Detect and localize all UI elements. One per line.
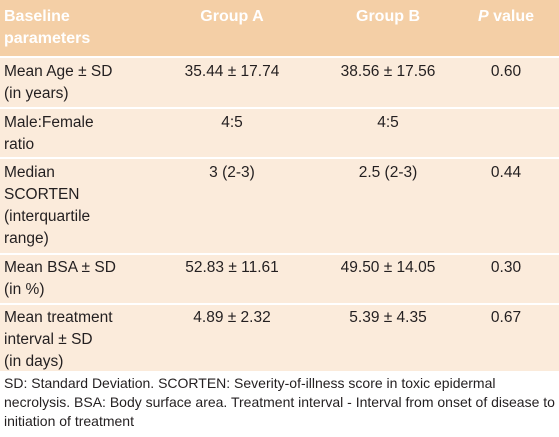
cell-group-b: 49.50 ± 14.05 bbox=[340, 259, 436, 276]
cell-group-a: 4:5 bbox=[221, 114, 243, 131]
cell-parameter: Median SCORTEN (interquartile range) bbox=[4, 164, 91, 247]
table-row: Mean treatment interval ± SD (in days) 4… bbox=[0, 303, 559, 371]
header-p-value: P value bbox=[452, 6, 559, 28]
header-group-a: Group A bbox=[200, 8, 264, 25]
cell-p-value: 0.44 bbox=[490, 164, 522, 181]
table-row: Mean BSA ± SD (in %) 52.83 ± 11.61 49.50… bbox=[0, 253, 559, 303]
cell-parameter: Male:Female ratio bbox=[4, 114, 94, 153]
cell-group-a: 52.83 ± 11.61 bbox=[185, 259, 279, 276]
header-p-italic: P bbox=[477, 8, 489, 25]
cell-group-b: 38.56 ± 17.56 bbox=[340, 63, 436, 80]
cell-p-value: 0.30 bbox=[490, 259, 522, 276]
cell-parameter: Mean BSA ± SD (in %) bbox=[4, 259, 116, 298]
table-row: Male:Female ratio 4:5 4:5 bbox=[0, 107, 559, 157]
header-baseline-parameters: Baseline parameters bbox=[4, 8, 91, 47]
cell-group-b: 2.5 (2-3) bbox=[358, 164, 418, 181]
cell-parameter: Mean treatment interval ± SD (in days) bbox=[4, 309, 113, 370]
cell-p-value: 0.60 bbox=[490, 63, 522, 80]
table-row: Mean Age ± SD (in years) 35.44 ± 17.74 3… bbox=[0, 56, 559, 107]
table-bottom-rule bbox=[0, 371, 559, 372]
cell-parameter: Mean Age ± SD (in years) bbox=[4, 63, 113, 102]
table-row: Median SCORTEN (interquartile range) 3 (… bbox=[0, 157, 559, 253]
header-value-text: value bbox=[488, 8, 535, 25]
cell-p-value: 0.67 bbox=[490, 309, 522, 326]
table-header-row: Baseline parameters Group A Group B P va… bbox=[0, 0, 559, 56]
cell-group-b: 5.39 ± 4.35 bbox=[349, 309, 427, 326]
cell-group-a: 35.44 ± 17.74 bbox=[184, 63, 280, 80]
header-group-b: Group B bbox=[356, 8, 420, 25]
cell-group-a: 4.89 ± 2.32 bbox=[193, 309, 271, 326]
cell-group-a: 3 (2-3) bbox=[209, 164, 255, 181]
cell-group-b: 4:5 bbox=[377, 114, 399, 131]
table-footnote: SD: Standard Deviation. SCORTEN: Severit… bbox=[4, 375, 555, 429]
